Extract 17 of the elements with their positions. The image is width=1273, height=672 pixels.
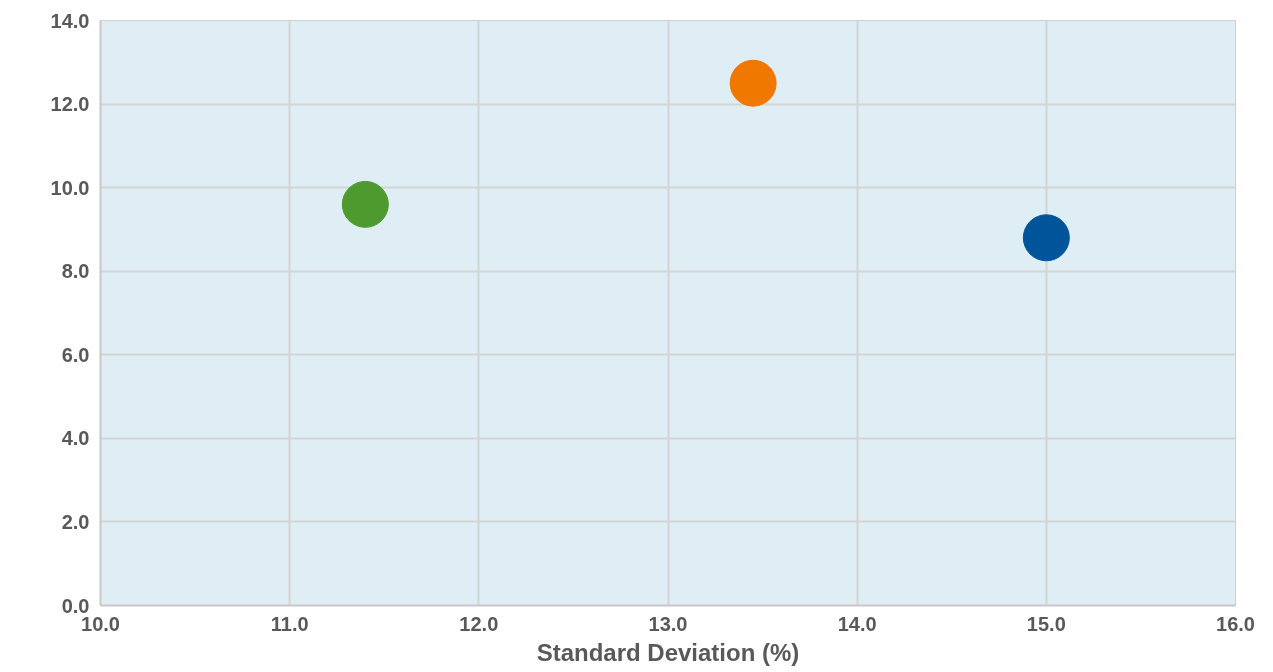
x-axis-title: Standard Deviation (%)	[536, 638, 800, 666]
point	[729, 59, 777, 107]
x-tick-label: 11.0	[270, 612, 309, 635]
point	[341, 180, 389, 228]
x-tick-label: 15.0	[1026, 612, 1066, 635]
y-tick-label: 6.0	[61, 343, 90, 366]
x-tick-label: 13.0	[648, 612, 688, 635]
x-tick-label: 12.0	[459, 612, 499, 635]
y-tick-label: 12.0	[50, 93, 90, 116]
y-tick-label: 2.0	[61, 510, 90, 533]
y-tick-label: 14.0	[50, 9, 90, 32]
y-tick-label: 10.0	[50, 176, 90, 199]
x-tick-label: 14.0	[837, 612, 877, 635]
y-tick-label: 4.0	[61, 427, 90, 450]
point	[1022, 214, 1070, 262]
y-tick-label: 8.0	[61, 260, 90, 283]
x-tick-label: 16.0	[1216, 612, 1255, 635]
